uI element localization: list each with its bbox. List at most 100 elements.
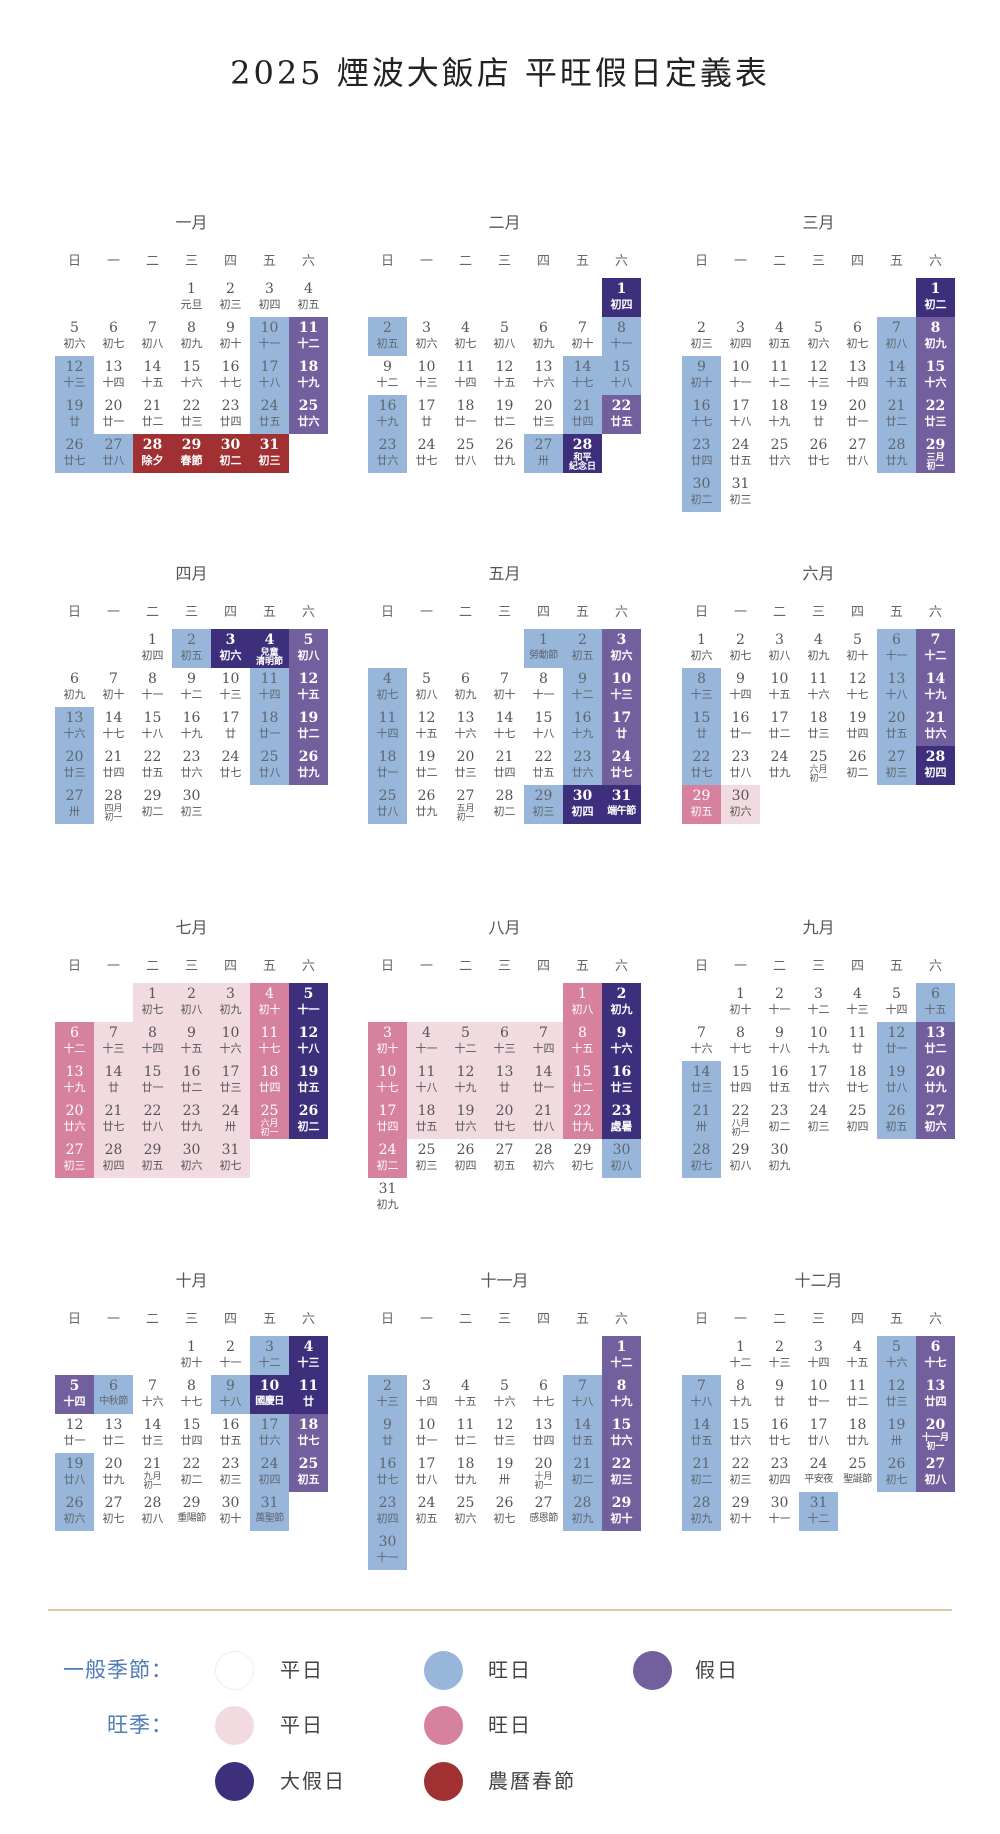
day-cell: 12 十五: [289, 668, 328, 707]
day-number: 23: [692, 437, 711, 453]
legend-peak-weekday-dot: [215, 1706, 254, 1745]
day-number: 29: [182, 1495, 201, 1511]
day-number: 21: [692, 1456, 711, 1472]
day-cell: 20 廿一: [838, 395, 877, 434]
lunar-date: 廿七: [768, 1434, 791, 1447]
day-cell: 21 廿四: [94, 746, 133, 785]
day-number: 31: [378, 1181, 397, 1197]
day-number: 5: [303, 986, 314, 1002]
lunar-date: 十七: [571, 376, 594, 389]
day-number: 11: [298, 320, 319, 336]
lunar-date: 初二: [846, 766, 869, 779]
day-cell: 29 初七: [563, 1139, 602, 1178]
weekday-label: 三: [811, 1312, 825, 1327]
lunar-date: 中秋節: [99, 1396, 128, 1407]
day-cell: 8 十九: [721, 1375, 760, 1414]
lunar-date: 十七: [846, 688, 869, 701]
lunar-date: 廿九: [102, 1473, 125, 1486]
lunar-date: 十四: [729, 688, 752, 701]
lunar-date: 十一: [376, 1551, 399, 1564]
lunar-date: 廿九: [885, 454, 908, 467]
day-cell: 26 初二: [289, 1100, 328, 1139]
day-number: 6: [539, 320, 548, 336]
lunar-date: 十六: [690, 1042, 713, 1055]
day-cell: 7 十四: [524, 1022, 563, 1061]
weekday-header: 日一二三四五六: [55, 604, 328, 622]
lunar-date: 十七: [729, 1042, 752, 1055]
weekday-label: 六: [301, 1312, 315, 1327]
day-cell: 18 廿七: [838, 1061, 877, 1100]
day-cell: 17 廿四: [368, 1100, 407, 1139]
page-title: 2025 煙波大飯店 平旺假日定義表: [230, 54, 770, 92]
day-number: 16: [611, 1064, 632, 1080]
day-cell: 25 廿八: [368, 785, 407, 824]
day-cell: 4 十一: [407, 1022, 446, 1061]
lunar-date: 初三: [219, 1473, 242, 1486]
lunar-date: 初三: [258, 454, 281, 467]
day-cell: 13 十四: [838, 356, 877, 395]
day-cell: 4 初十: [250, 983, 289, 1022]
day-number: 30: [770, 1142, 789, 1158]
day-cell: 11 十四: [446, 356, 485, 395]
day-cell: 6 初九: [446, 668, 485, 707]
day-number: 15: [143, 710, 162, 726]
day-number: 26: [809, 437, 828, 453]
lunar-date: 初二: [376, 1159, 399, 1172]
lunar-date: 十八: [141, 727, 164, 740]
day-number: 8: [697, 671, 706, 687]
lunar-date: 廿六: [63, 1120, 86, 1133]
lunar-date: 十五: [297, 688, 320, 701]
day-cell: 12 廿一: [55, 1414, 94, 1453]
day-cell: 17 廿三: [211, 1061, 250, 1100]
weekday-label: 三: [497, 1312, 511, 1327]
lunar-date: 十二: [376, 376, 399, 389]
day-number: 15: [534, 710, 553, 726]
day-number: 4: [461, 320, 470, 336]
day-number: 21: [495, 749, 514, 765]
day-cell: 15 廿: [682, 707, 721, 746]
day-number: 28: [495, 788, 514, 804]
day-cell: 9 十八: [760, 1022, 799, 1061]
day-number: 20: [887, 710, 906, 726]
day-number: 12: [848, 671, 867, 687]
day-cell: 22 廿五: [133, 746, 172, 785]
day-number: 9: [383, 359, 392, 375]
day-number: 16: [692, 398, 711, 414]
lunar-date: 聖誕節: [843, 1474, 872, 1485]
lunar-date: 初六: [63, 1512, 86, 1525]
day-cell: 10 十一: [250, 317, 289, 356]
day-number: 7: [148, 1378, 157, 1394]
weekday-label: 一: [106, 605, 120, 620]
day-cell: 6 初九: [524, 317, 563, 356]
day-number: 3: [422, 1378, 431, 1394]
day-cell: 20 廿五: [877, 707, 916, 746]
day-cell: 24 初二: [368, 1139, 407, 1178]
day-cell: 3 初六: [211, 629, 250, 668]
lunar-date: 初三: [610, 1473, 633, 1486]
lunar-date: 初十: [219, 337, 242, 350]
lunar-date: 廿六: [180, 766, 203, 779]
day-cell: 2 十三: [368, 1375, 407, 1414]
lunar-date: 十四: [532, 1042, 555, 1055]
day-cell: 26 廿七: [55, 434, 94, 473]
month-calendar: 六月日一二三四五六 1 初六 2 初七 3 初八 4 初九 5 初十 6 十一 7 十二 8 十三 9 十四 10 十五…: [682, 564, 955, 824]
lunar-date: 初七: [885, 1473, 908, 1486]
day-number: 6: [70, 1025, 79, 1041]
weekday-label: 六: [614, 254, 628, 269]
day-cell: 15 十八: [524, 707, 563, 746]
lunar-date: 十八: [297, 1042, 320, 1055]
day-cell: 23 廿四: [682, 434, 721, 473]
day-number: 21: [573, 398, 592, 414]
day-cell: 17 廿八: [799, 1414, 838, 1453]
day-number: 2: [383, 320, 392, 336]
day-number: 28: [142, 437, 163, 453]
weekday-label: 二: [772, 959, 786, 974]
weekday-header: 日一二三四五六: [682, 958, 955, 976]
day-number: 10: [221, 671, 240, 687]
day-cell: 30 初八: [602, 1139, 641, 1178]
day-cell: 18 廿一: [368, 746, 407, 785]
lunar-date: 十一: [219, 1356, 242, 1369]
lunar-date: 十九: [454, 1081, 477, 1094]
day-cell: 11 十七: [250, 1022, 289, 1061]
